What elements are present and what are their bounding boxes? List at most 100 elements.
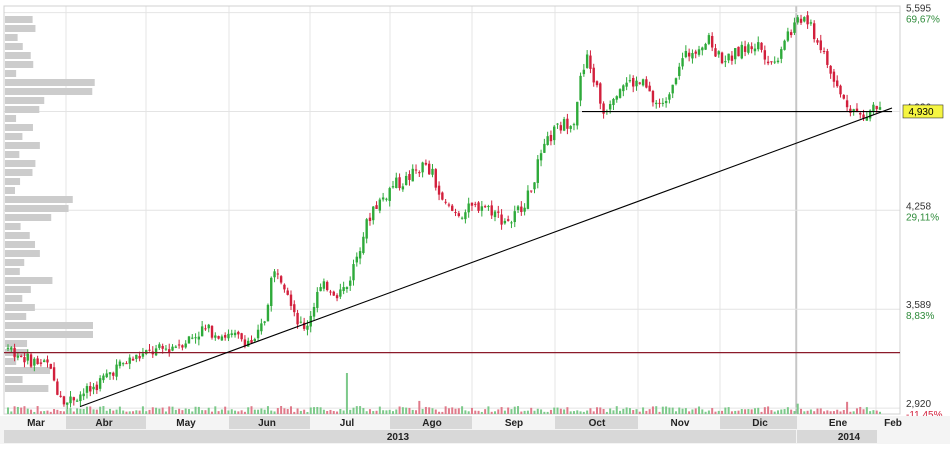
candle-up [684, 50, 688, 58]
volume-bar [217, 411, 220, 414]
candle-up [421, 162, 424, 173]
volume-bar [757, 407, 760, 414]
candle-down [645, 79, 648, 88]
volume-bar [273, 411, 276, 414]
volume-bar [747, 409, 750, 414]
candle-down [477, 202, 480, 211]
volume-bar [20, 407, 23, 414]
volume-bar [592, 411, 595, 414]
volume-bar [122, 410, 125, 414]
candle-up [668, 94, 671, 100]
volume-bar [10, 411, 13, 414]
volume-bar [138, 410, 141, 414]
volume-bar [411, 409, 414, 414]
volume-bar [299, 410, 302, 414]
volume-bar [53, 409, 56, 414]
volume-bar [619, 410, 622, 414]
volume-bar [665, 406, 668, 414]
volume-bar [316, 406, 319, 414]
candle-down [332, 291, 335, 296]
candle-up [724, 61, 727, 63]
candle-up [184, 343, 187, 348]
volume-bar [118, 406, 121, 414]
volume-bar [135, 410, 138, 414]
candle-up [625, 82, 628, 87]
candle-down [836, 80, 839, 87]
volume-bar [622, 408, 625, 414]
candle-up [270, 277, 273, 307]
volume-bar [859, 406, 862, 414]
candle-down [204, 328, 207, 330]
x-month-label: Jun [258, 418, 276, 429]
candle-down [441, 192, 444, 200]
volume-bar [750, 409, 753, 414]
volume-bar [553, 407, 556, 414]
candle-up [128, 357, 131, 364]
candle-up [372, 206, 375, 221]
candle-up [118, 361, 122, 367]
candle-up [608, 104, 612, 110]
volume-bar [148, 409, 151, 414]
volume-bar [605, 411, 608, 414]
candle-up [197, 336, 201, 340]
volume-bar [220, 409, 223, 414]
volume-bar [13, 406, 16, 414]
volume-bar [523, 410, 526, 414]
volume-bar [480, 411, 483, 414]
candle-up [381, 197, 385, 200]
volume-bar [306, 411, 309, 414]
volume-bar [184, 408, 187, 414]
volume-bar [635, 409, 638, 414]
candle-up [783, 40, 786, 50]
volume-bar [470, 407, 473, 414]
y-tick-label: 4,258 [906, 201, 931, 212]
candle-up [227, 333, 230, 339]
x-axis-month-cell [229, 416, 310, 429]
candle-down [168, 349, 171, 353]
volume-bar [125, 411, 128, 414]
candle-up [355, 256, 358, 263]
volume-bar [79, 408, 82, 414]
candle-down [23, 357, 26, 363]
x-axis-month-cell [66, 416, 146, 429]
volume-bar [39, 411, 42, 414]
volume-bar [464, 410, 467, 414]
volume-bar [800, 408, 803, 414]
candle-up [391, 186, 395, 188]
volume-profile-bar [5, 259, 25, 266]
volume-bar [796, 403, 799, 414]
candle-down [566, 118, 569, 129]
candle-up [664, 101, 668, 104]
candle-down [826, 51, 829, 65]
candle-up [543, 143, 546, 153]
volume-bar [648, 409, 651, 414]
candle-up [306, 325, 309, 330]
candle-down [559, 125, 563, 131]
volume-bar [283, 408, 286, 414]
candle-up [92, 386, 95, 390]
candle-down [530, 190, 533, 192]
volume-bar [457, 408, 460, 414]
candle-up [358, 251, 362, 259]
x-month-label: Feb [884, 418, 902, 429]
candle-down [549, 134, 553, 142]
candle-down [506, 219, 510, 221]
volume-bar [694, 408, 697, 414]
y-tick-label: 2,920 [906, 399, 931, 410]
volume-bar [26, 408, 29, 414]
volume-bar [790, 409, 793, 414]
volume-bar [582, 411, 585, 414]
volume-bar [46, 410, 49, 414]
volume-bar [257, 409, 260, 414]
volume-bar [487, 406, 490, 414]
candle-up [316, 291, 319, 308]
candle-down [161, 345, 164, 349]
volume-profile-bar [5, 52, 31, 59]
candle-up [701, 47, 704, 51]
volume-bar [556, 407, 559, 414]
volume-bar [155, 407, 158, 414]
trend-line [79, 107, 893, 408]
x-month-label: Abr [95, 418, 112, 429]
candle-up [115, 364, 118, 377]
volume-bar [658, 411, 661, 414]
